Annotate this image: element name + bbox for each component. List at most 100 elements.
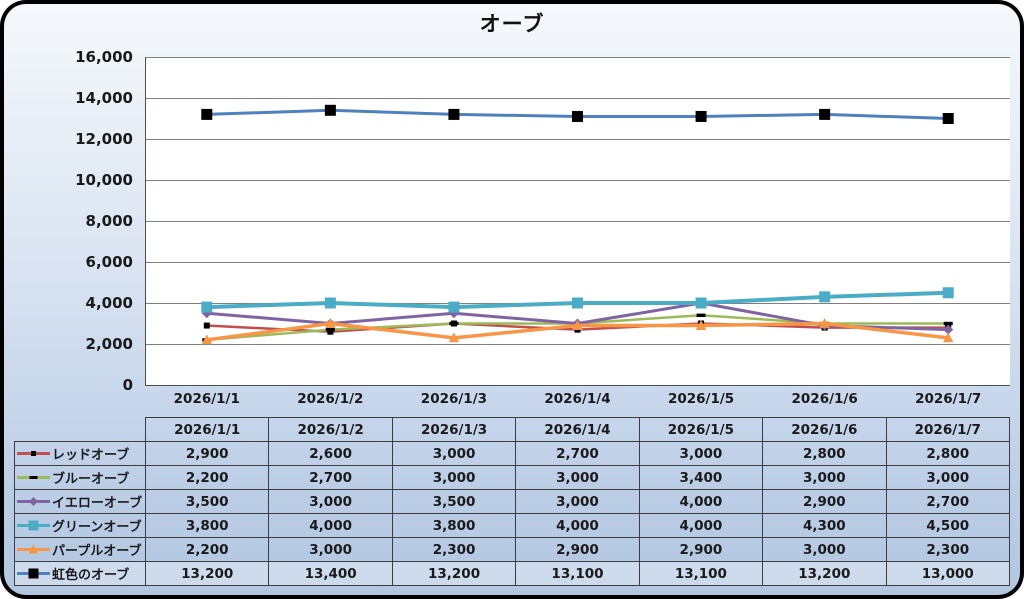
table-row: ブルーオーブ 2,200 2,700 3,000 3,000 3,400 3,000 3,00… <box>14 465 1011 490</box>
table-date-header: 2026/1/4 <box>515 417 640 442</box>
y-axis-tick-label: 4,000 <box>85 294 133 312</box>
series-marker <box>325 318 336 328</box>
series-marker <box>819 291 831 303</box>
table-value-cell: 3,000 <box>515 489 640 514</box>
x-axis-tick-label: 2026/1/3 <box>420 391 488 407</box>
table-value-cell: 13,200 <box>391 561 517 586</box>
table-value-cell: 2,700 <box>268 465 393 490</box>
series-marker <box>203 322 210 329</box>
table-value-cell: 3,000 <box>391 465 517 490</box>
legend-marker <box>28 568 39 579</box>
table-value-cell: 3,000 <box>268 489 393 514</box>
series-marker <box>449 321 459 326</box>
series-name-cell: イエローオーブ <box>14 489 146 514</box>
series-name-label: 虹色のオーブ <box>52 568 130 583</box>
series-marker <box>324 297 336 309</box>
table-value-cell: 2,200 <box>144 465 270 490</box>
table-value-cell: 3,400 <box>638 465 764 490</box>
x-axis-tick-label: 2026/1/2 <box>297 391 364 407</box>
legend-marker <box>29 475 38 480</box>
table-value-cell: 2,200 <box>144 537 270 562</box>
legend-entry: グリーンオーブ <box>16 516 145 535</box>
series-marker <box>572 110 583 122</box>
series-marker <box>819 318 830 328</box>
series-5 <box>201 104 954 124</box>
table-value-cell: 3,000 <box>391 441 517 466</box>
table-value-cell: 3,000 <box>762 537 887 562</box>
series-marker <box>942 113 954 124</box>
y-axis-tick-label: 14,000 <box>75 89 133 107</box>
series-marker <box>819 108 831 120</box>
series-4 <box>201 318 954 345</box>
series-name-cell: ブルーオーブ <box>14 465 146 490</box>
legend-marker <box>29 497 38 506</box>
table-date-header: 2026/1/3 <box>391 417 517 442</box>
legend-marker <box>31 451 36 456</box>
x-axis-tick-label: 2026/1/1 <box>173 391 240 407</box>
table-value-cell: 2,900 <box>638 537 764 562</box>
table-value-cell: 3,000 <box>762 465 887 490</box>
plot-area <box>145 57 1010 386</box>
legend-swatch-icon <box>17 520 50 531</box>
table-value-cell: 3,500 <box>144 489 270 514</box>
table-date-header: 2026/1/7 <box>885 417 1011 442</box>
series-marker <box>448 332 460 343</box>
table-value-cell: 4,000 <box>638 513 764 538</box>
series-marker <box>448 301 460 313</box>
legend-swatch-icon <box>17 475 50 480</box>
table-body: レッドオーブ 2,900 2,600 3,000 2,700 3,000 2,800 2,80… <box>14 441 1011 586</box>
table-value-cell: 3,800 <box>391 513 517 538</box>
series-name-cell: グリーンオーブ <box>14 513 146 538</box>
legend-entry: パープルオーブ <box>16 540 145 559</box>
series-marker <box>942 287 954 299</box>
table-date-header: 2026/1/6 <box>762 417 887 442</box>
series-marker <box>572 320 583 330</box>
table-value-cell: 3,500 <box>391 489 517 514</box>
y-axis-tick-label: 6,000 <box>85 253 133 271</box>
table-corner-cell <box>15 418 146 442</box>
series-name-label: グリーンオーブ <box>52 520 142 535</box>
legend-entry: イエローオーブ <box>16 492 145 511</box>
table-value-cell: 2,800 <box>885 441 1011 466</box>
table-value-cell: 4,000 <box>638 489 764 514</box>
table-value-cell: 2,900 <box>144 441 270 466</box>
table-row: パープルオーブ 2,200 3,000 2,300 2,900 2,900 3,000 2,3… <box>14 537 1011 562</box>
table-value-cell: 4,300 <box>762 513 887 538</box>
series-name-label: レッドオーブ <box>52 448 130 463</box>
legend-entry: レッドオーブ <box>16 444 145 463</box>
y-axis-tick-label: 10,000 <box>75 171 133 189</box>
x-axis-tick-label: 2026/1/7 <box>915 391 982 407</box>
table-date-header: 2026/1/5 <box>638 417 764 442</box>
table-value-cell: 2,600 <box>268 441 393 466</box>
y-axis-tick-label: 2,000 <box>85 335 133 353</box>
table-value-cell: 4,000 <box>268 513 393 538</box>
legend-swatch-icon <box>17 568 50 579</box>
series-marker <box>201 334 213 345</box>
table-value-cell: 13,200 <box>762 561 887 586</box>
table-value-cell: 13,100 <box>638 561 764 586</box>
series-marker <box>695 320 707 330</box>
table-value-cell: 13,200 <box>144 561 270 586</box>
table-date-header: 2026/1/2 <box>268 417 393 442</box>
chart-title: オーブ <box>479 12 545 36</box>
table-row: グリーンオーブ 3,800 4,000 3,800 4,000 4,000 4,300 4,5… <box>14 513 1011 538</box>
table-value-cell: 2,300 <box>885 537 1011 562</box>
series-name-cell: レッドオーブ <box>14 441 146 466</box>
series-marker <box>327 328 334 335</box>
table-row: レッドオーブ 2,900 2,600 3,000 2,700 3,000 2,800 2,80… <box>14 441 1011 466</box>
table-value-cell: 3,800 <box>144 513 270 538</box>
series-marker <box>943 324 954 335</box>
legend-entry: ブルーオーブ <box>16 468 145 487</box>
series-marker <box>201 108 213 120</box>
legend-swatch-icon <box>17 451 50 456</box>
table-value-cell: 2,800 <box>762 441 887 466</box>
table-header-row: 2026/1/1 2026/1/2 2026/1/3 2026/1/4 2026/1/5… <box>15 417 1011 442</box>
series-marker <box>696 313 706 318</box>
table-value-cell: 3,000 <box>885 465 1011 490</box>
table-date-header: 2026/1/1 <box>144 417 270 442</box>
table-value-cell: 3,000 <box>515 465 640 490</box>
legend-entry: 虹色のオーブ <box>16 564 145 583</box>
plot-svg <box>145 57 1010 386</box>
series-3 <box>201 287 954 313</box>
